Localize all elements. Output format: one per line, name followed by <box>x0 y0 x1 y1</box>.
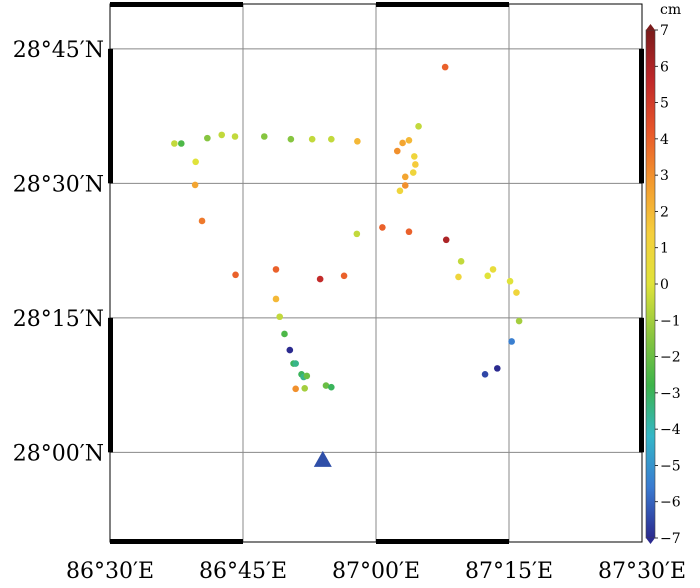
frame-outline <box>109 3 643 543</box>
station-marker <box>313 450 332 467</box>
data-point <box>177 140 185 147</box>
data-point <box>393 147 401 155</box>
latitude-label: 28°00′N <box>13 441 104 466</box>
colorbar-tick-label: −7 <box>660 531 681 547</box>
data-point <box>231 133 239 140</box>
data-point <box>441 63 449 71</box>
data-point <box>303 372 311 380</box>
colorbar-gradient <box>645 29 656 539</box>
longitude-label: 87°15′E <box>465 559 553 584</box>
colorbar-tick-label: 2 <box>660 204 669 220</box>
colorbar-tick-label: 1 <box>660 241 669 257</box>
data-point <box>286 346 294 354</box>
data-point <box>281 330 288 338</box>
data-point <box>308 135 316 143</box>
latitude-label: 28°45′N <box>13 38 104 63</box>
data-point <box>353 230 361 238</box>
data-point <box>442 236 450 244</box>
data-point <box>272 295 280 303</box>
colorbar-tick-label: 3 <box>660 168 669 184</box>
data-point <box>340 272 348 280</box>
data-point <box>411 153 418 160</box>
longitude-label: 87°00′E <box>332 559 420 584</box>
data-point <box>272 266 280 273</box>
data-point <box>409 169 417 176</box>
data-points <box>171 63 523 393</box>
colorbar-top-arrow <box>646 24 655 30</box>
colorbar-tick-label: −3 <box>660 386 681 402</box>
data-point <box>292 360 299 367</box>
data-point <box>401 182 409 189</box>
data-point <box>515 317 523 325</box>
colorbar-tick-label: 4 <box>660 132 669 148</box>
colorbar-tick-label: 0 <box>660 277 669 293</box>
colorbar-tick-label: −4 <box>660 422 681 438</box>
data-point <box>198 217 206 225</box>
data-point <box>204 134 211 142</box>
data-point <box>171 140 178 147</box>
data-point <box>508 338 515 345</box>
data-point <box>415 122 422 130</box>
data-point <box>484 272 492 280</box>
latitude-label: 28°30′N <box>13 172 104 197</box>
colorbar-tick-label: 5 <box>660 96 669 112</box>
data-point <box>328 135 335 143</box>
colorbar-tick-label: −1 <box>660 313 681 329</box>
colorbar-tick-label: 6 <box>660 59 669 75</box>
data-point <box>354 138 361 145</box>
data-point <box>405 228 413 236</box>
data-point <box>260 133 268 140</box>
data-point <box>379 224 386 231</box>
latitude-label: 28°15′N <box>13 307 104 332</box>
data-point <box>322 382 330 389</box>
longitude-label: 86°30′E <box>66 559 154 584</box>
colorbar-tick-label: −5 <box>660 458 681 474</box>
data-point <box>513 289 520 296</box>
data-point <box>328 383 335 391</box>
data-point <box>455 273 462 281</box>
data-point <box>218 131 226 139</box>
data-point <box>399 139 406 147</box>
data-point <box>457 258 465 265</box>
data-point <box>292 385 299 393</box>
colorbar-tick-label: −6 <box>660 495 681 511</box>
map-frame <box>108 2 644 544</box>
colorbar-bottom-arrow <box>646 538 655 544</box>
data-point <box>232 271 239 279</box>
longitude-label: 87°30′E <box>598 559 686 584</box>
data-point <box>489 266 497 273</box>
data-point <box>191 181 199 189</box>
data-point <box>405 136 413 144</box>
data-point <box>192 158 199 166</box>
colorbar-tick-label: −2 <box>660 350 681 366</box>
longitude-labels: 86°30′E 86°45′E 87°00′E 87°15′E 87°30′E <box>66 559 686 584</box>
data-point <box>316 275 324 283</box>
data-point <box>287 135 295 143</box>
data-point <box>506 277 514 285</box>
data-point <box>396 187 404 195</box>
colorbar: 7 6 5 4 3 2 1 0 −1 −2 −3 −4 −5 −6 −7 cm <box>645 2 681 547</box>
latitude-labels: 28°00′N 28°15′N 28°30′N 28°45′N <box>13 38 104 467</box>
data-point <box>481 371 489 378</box>
data-point <box>301 384 309 392</box>
station-triangle-icon <box>313 450 332 467</box>
data-point <box>276 313 284 321</box>
data-point <box>412 161 419 168</box>
data-point <box>493 365 501 372</box>
colorbar-tick-label: 7 <box>660 23 669 39</box>
data-point <box>401 173 409 181</box>
colorbar-unit-label: cm <box>660 2 681 18</box>
longitude-label: 86°45′E <box>199 559 287 584</box>
